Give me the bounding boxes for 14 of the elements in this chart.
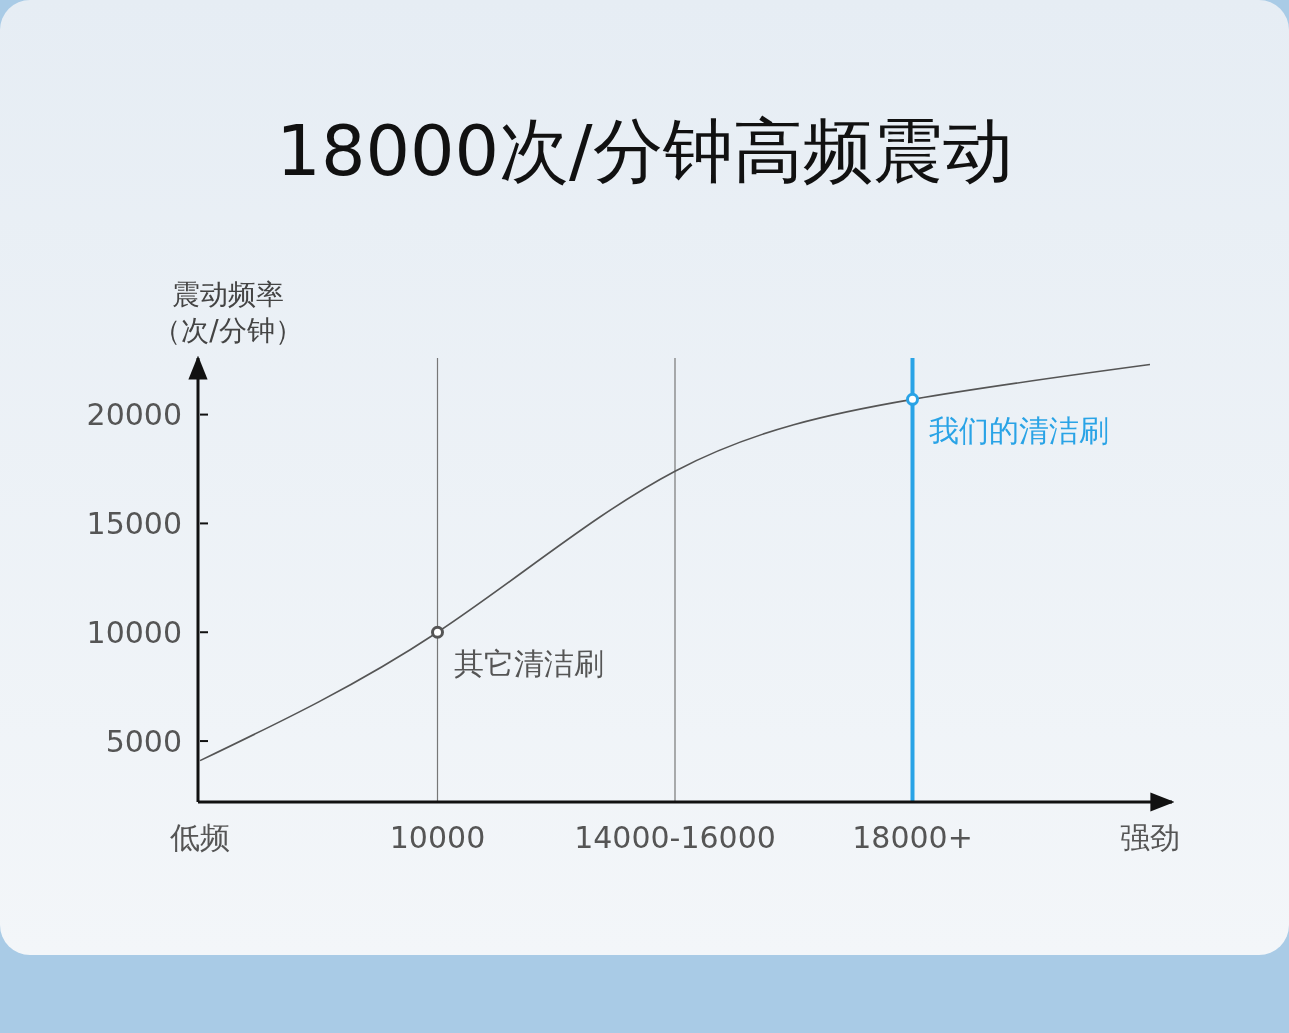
- annotation: 我们的清洁刷: [928, 413, 1109, 449]
- x-tick-label: 10000: [389, 820, 486, 855]
- y-tick-label: 15000: [86, 505, 182, 541]
- x-tick-label: 强劲: [1120, 820, 1180, 855]
- x-tick-label: 14000-16000: [574, 820, 776, 855]
- y-tick-label: 20000: [86, 397, 182, 433]
- line-series: [199, 363, 1151, 762]
- x-tick-label: 低频: [170, 820, 230, 855]
- chart-title: 18000次/分钟高频震动: [276, 110, 1013, 192]
- annotation: 其它清洁刷: [453, 646, 604, 682]
- x-tick-label: 18000+: [852, 820, 973, 855]
- y-tick-label: 5000: [105, 723, 182, 759]
- y-tick-label: 10000: [86, 614, 182, 650]
- y-axis-title: 震动频率（次/分钟）: [153, 278, 303, 347]
